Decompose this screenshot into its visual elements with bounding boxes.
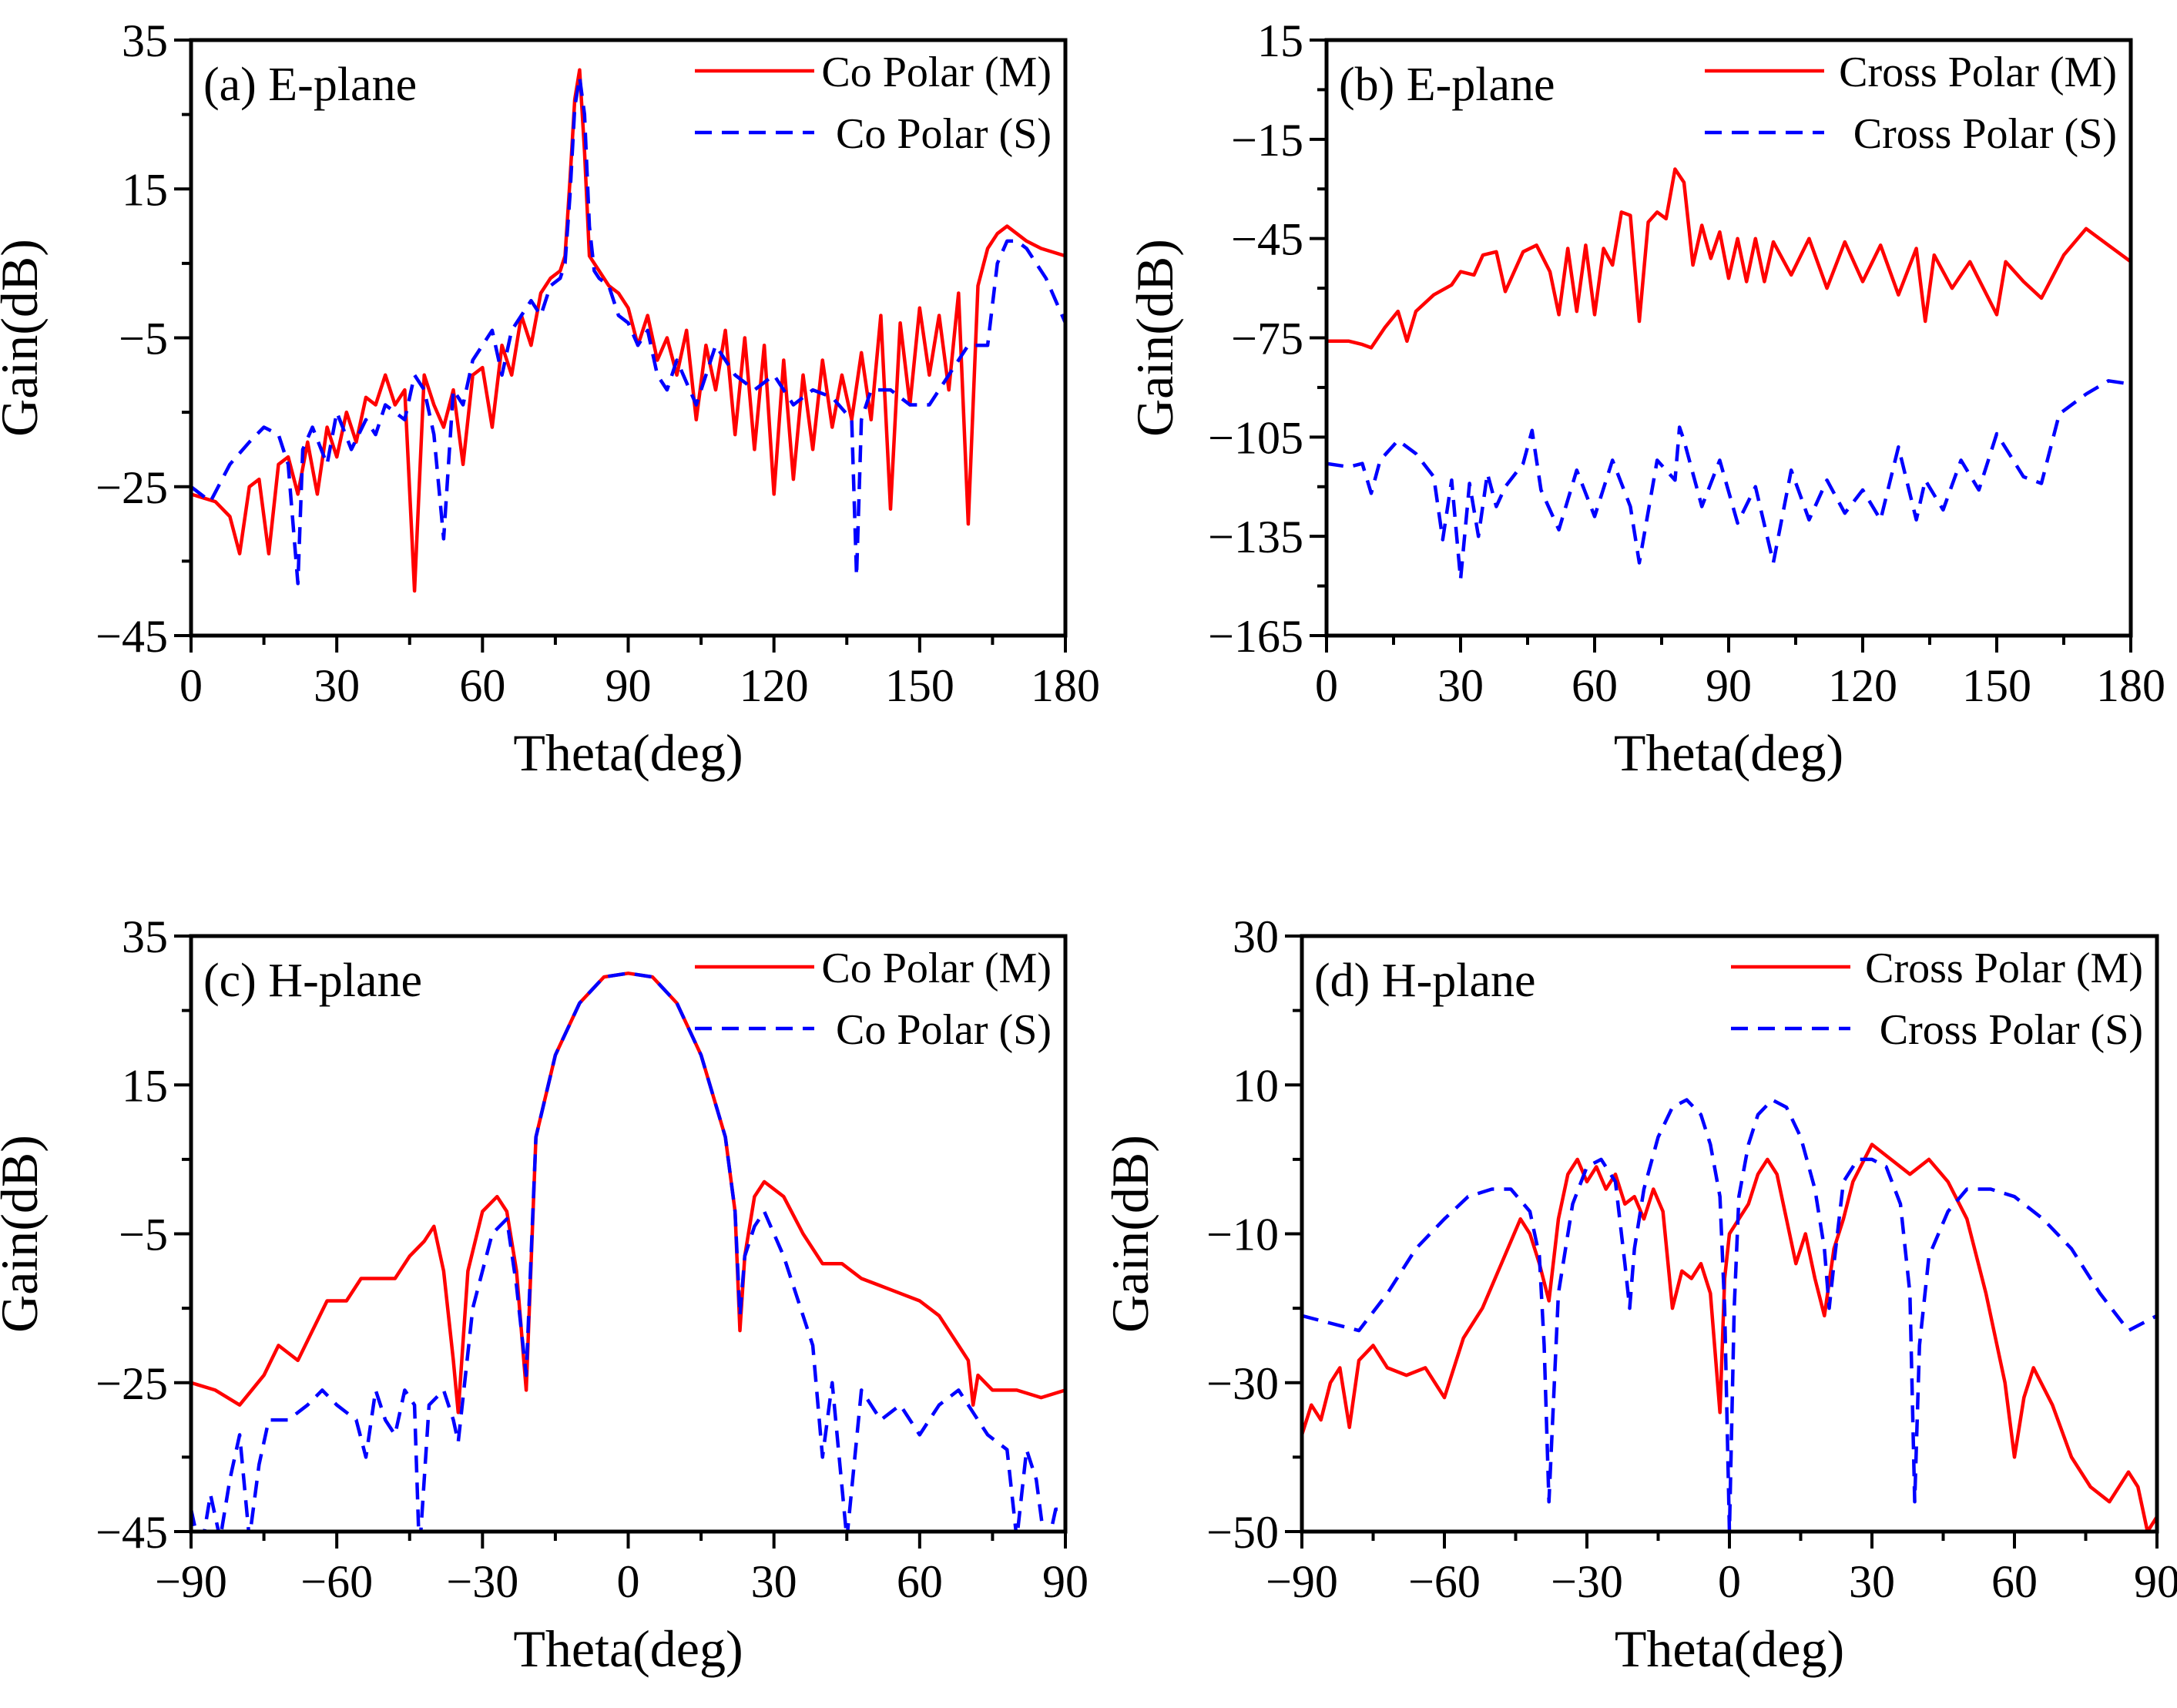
x-tick-label: 30	[1849, 1556, 1895, 1607]
legend-label: Cross Polar (S)	[1853, 110, 2117, 158]
y-tick-label: 30	[1233, 911, 1279, 962]
series-line-a-measured	[191, 68, 1065, 593]
legend-label: Cross Polar (M)	[1839, 49, 2117, 96]
x-tick-label: 90	[1042, 1556, 1088, 1607]
y-tick-label: −50	[1206, 1507, 1279, 1558]
series-line-a-simulated	[191, 76, 1065, 586]
legend: Co Polar (M) Co Polar (S)	[695, 49, 1052, 158]
y-tick-label: 35	[122, 911, 168, 962]
y-tick-label: −45	[1231, 214, 1303, 265]
x-tick-label: 120	[740, 660, 809, 711]
x-tick-label: 150	[885, 660, 954, 711]
chart-panel-c: −90 −60 −30 0 30 60 90 35 15 −5 −25 −45 Theta(deg) Ga…	[0, 911, 1088, 1678]
y-tick-label: −30	[1206, 1358, 1279, 1409]
legend-label: Cross Polar (M)	[1865, 945, 2143, 992]
y-tick-label: −5	[119, 314, 168, 364]
y-tick-label: 15	[122, 164, 168, 215]
x-tick-label: 180	[2096, 660, 2165, 711]
x-tick-label: 0	[1315, 660, 1338, 711]
x-tick-label: 180	[1031, 660, 1100, 711]
x-tick-label: −30	[1551, 1556, 1623, 1607]
x-tick-label: −30	[446, 1556, 518, 1607]
legend-label: Co Polar (S)	[836, 110, 1052, 158]
y-axis-title: Gain(dB)	[1125, 239, 1184, 437]
x-tick-label: 0	[617, 1556, 640, 1607]
chart-panel-b: 0 30 60 90 120 150 180 15 −15 −45 −75 −105 −135 −165 T…	[1125, 15, 2165, 782]
y-tick-label: 15	[1257, 15, 1303, 66]
y-tick-label: −75	[1231, 314, 1303, 364]
panel-title: (c) H-plane	[203, 955, 422, 1007]
series-line-c-measured	[191, 971, 1065, 1414]
x-tick-label: 120	[1828, 660, 1897, 711]
legend-label: Co Polar (M)	[821, 945, 1052, 992]
series-line-d-simulated	[1302, 1098, 2157, 1532]
x-tick-label: −60	[300, 1556, 373, 1607]
x-tick-label: 60	[459, 660, 505, 711]
y-tick-label: −105	[1208, 412, 1303, 463]
legend: Cross Polar (M) Cross Polar (S)	[1705, 49, 2117, 158]
legend: Cross Polar (M) Cross Polar (S)	[1731, 945, 2143, 1054]
y-tick-label: 35	[122, 15, 168, 66]
x-tick-label: −90	[155, 1556, 227, 1607]
x-axis-title: Theta(deg)	[1615, 1619, 1844, 1678]
legend-label: Co Polar (M)	[821, 49, 1052, 96]
y-tick-label: −10	[1206, 1210, 1279, 1260]
x-tick-label: 90	[2134, 1556, 2177, 1607]
legend-label: Cross Polar (S)	[1880, 1006, 2143, 1054]
x-tick-label: 30	[751, 1556, 797, 1607]
x-axis-title: Theta(deg)	[513, 1619, 743, 1678]
x-tick-label: 30	[314, 660, 360, 711]
x-tick-label: 30	[1437, 660, 1484, 711]
legend: Co Polar (M) Co Polar (S)	[695, 945, 1052, 1054]
panel-title: (d) H-plane	[1314, 955, 1535, 1007]
y-tick-label: −45	[96, 1507, 168, 1558]
y-axis-title: Gain(dB)	[0, 1135, 49, 1333]
y-tick-label: −165	[1208, 611, 1303, 662]
y-tick-label: −25	[96, 1358, 168, 1409]
y-tick-label: 15	[122, 1060, 168, 1111]
panel-title: (b) E-plane	[1339, 59, 1555, 111]
chart-panel-a: 0 30 60 90 120 150 180 35 15 −5 −25 −45 Theta(deg) Ga…	[0, 15, 1100, 782]
series-line-b-simulated	[1327, 379, 2131, 582]
x-tick-label: 60	[1572, 660, 1618, 711]
x-tick-label: 150	[1962, 660, 2031, 711]
x-tick-label: 90	[1706, 660, 1752, 711]
y-tick-label: −135	[1208, 512, 1303, 562]
x-tick-label: 0	[179, 660, 203, 711]
y-tick-label: −15	[1231, 115, 1303, 166]
y-tick-label: −45	[96, 611, 168, 662]
series-line-c-simulated	[191, 971, 1065, 1532]
y-tick-label: −5	[119, 1210, 168, 1260]
y-axis-title: Gain(dB)	[1101, 1135, 1159, 1333]
x-axis-title: Theta(deg)	[513, 723, 743, 782]
y-tick-label: 10	[1233, 1060, 1279, 1111]
series-line-d-measured	[1302, 1143, 2157, 1532]
legend-label: Co Polar (S)	[836, 1006, 1052, 1054]
y-axis-title: Gain(dB)	[0, 239, 49, 437]
x-axis-title: Theta(deg)	[1614, 723, 1843, 782]
x-tick-label: 0	[1718, 1556, 1741, 1607]
panel-title: (a) E-plane	[203, 59, 417, 111]
x-tick-label: 60	[897, 1556, 943, 1607]
x-tick-label: −60	[1408, 1556, 1481, 1607]
chart-panel-d: −90 −60 −30 0 30 60 90 30 10 −10 −30 −50 Theta(deg) G…	[1101, 911, 2177, 1678]
series-line-b-measured	[1327, 167, 2131, 350]
x-tick-label: 60	[1991, 1556, 2038, 1607]
y-tick-label: −25	[96, 462, 168, 513]
x-tick-label: 90	[605, 660, 652, 711]
x-tick-label: −90	[1266, 1556, 1338, 1607]
